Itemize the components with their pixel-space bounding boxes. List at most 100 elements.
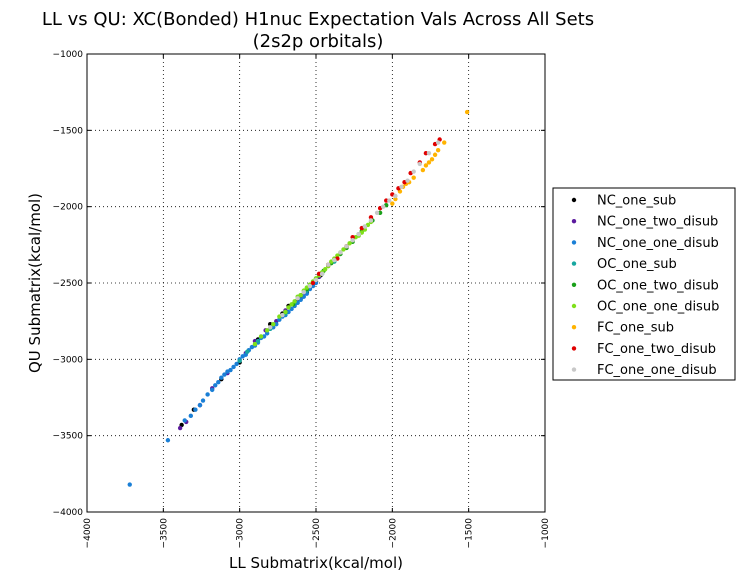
chart-subtitle: (2s2p orbitals): [253, 31, 384, 52]
data-point: [347, 241, 352, 246]
data-point: [289, 302, 294, 307]
data-point: [280, 312, 285, 318]
legend-marker: [571, 303, 577, 309]
data-point: [197, 402, 203, 408]
data-point: [264, 331, 270, 336]
data-point: [200, 398, 206, 403]
data-point: [216, 380, 221, 385]
data-point: [322, 267, 328, 272]
data-point: [393, 196, 398, 202]
data-point: [277, 317, 282, 322]
legend-label: NC_one_one_disub: [597, 236, 719, 251]
data-point: [313, 277, 319, 283]
data-point: [213, 383, 218, 388]
data-point: [310, 280, 316, 286]
data-point: [344, 244, 349, 249]
legend-label: OC_one_sub: [597, 257, 677, 272]
data-point: [390, 201, 395, 206]
chart-title: LL vs QU: XC(Bonded) H1nuc Expectation V…: [42, 9, 594, 30]
data-point: [245, 349, 250, 354]
data-point: [237, 358, 242, 364]
legend-label: NC_one_two_disub: [597, 215, 718, 230]
legend-label: FC_one_sub: [597, 321, 674, 336]
x-tick-label: −1500: [465, 518, 475, 549]
data-point: [417, 161, 423, 167]
y-tick-label: −2000: [53, 203, 84, 213]
data-point: [307, 283, 313, 289]
data-point: [362, 224, 368, 229]
data-point: [268, 325, 273, 330]
data-point: [380, 204, 386, 209]
data-point: [341, 247, 346, 252]
data-point: [356, 231, 361, 237]
data-point: [442, 140, 447, 145]
data-point: [298, 293, 303, 298]
legend-marker: [571, 219, 577, 224]
data-point: [127, 482, 132, 487]
legend-marker: [571, 261, 577, 266]
x-tick-label: −3000: [236, 518, 246, 549]
data-point: [222, 372, 227, 377]
data-point: [319, 271, 325, 277]
data-point: [255, 338, 261, 344]
data-point: [387, 198, 392, 203]
data-point: [234, 361, 239, 367]
axis-ticks: −4000 −3500 −3000 −2500 −2000 −1500 −1000 −4000…: [53, 50, 551, 548]
legend-marker: [571, 282, 577, 287]
data-point: [464, 109, 470, 115]
legend-marker: [571, 367, 577, 372]
x-tick-label: −4000: [83, 518, 93, 549]
y-tick-label: −1000: [53, 50, 84, 60]
data-point: [326, 262, 331, 267]
data-point: [286, 305, 291, 310]
data-point: [399, 184, 404, 190]
data-point: [335, 253, 340, 258]
data-point: [268, 322, 273, 327]
data-point: [177, 425, 183, 431]
y-tick-label: −3500: [53, 432, 84, 442]
legend: NC_one_sub NC_one_two_disub NC_one_one_dis…: [552, 187, 736, 381]
data-point: [165, 438, 171, 443]
x-axis-label: LL Submatrix(kcal/mol): [229, 554, 403, 572]
legend-label: NC_one_sub: [597, 194, 676, 209]
data-point: [405, 178, 410, 183]
data-point: [228, 367, 233, 373]
legend-frame: [552, 187, 736, 381]
legend-marker: [571, 346, 577, 351]
data-point: [435, 140, 441, 145]
data-point: [393, 193, 398, 199]
x-tick-label: −3500: [159, 518, 169, 549]
data-point: [316, 271, 322, 277]
data-point: [264, 328, 270, 333]
data-point: [377, 210, 383, 215]
data-point: [432, 152, 438, 157]
data-point: [420, 167, 426, 173]
data-point: [188, 413, 194, 419]
legend-label: FC_one_one_disub: [597, 363, 717, 378]
y-tick-label: −3000: [53, 355, 84, 365]
y-axis-label: QU Submatrix(kcal/mol): [26, 193, 44, 373]
data-point: [283, 309, 288, 315]
data-point: [301, 289, 306, 295]
data-point: [368, 215, 374, 220]
data-point: [435, 147, 441, 153]
data-point: [274, 322, 279, 327]
data-point: [252, 341, 258, 347]
data-point: [219, 375, 224, 380]
y-tick-label: −4000: [53, 508, 84, 518]
x-tick-label: −2000: [388, 518, 398, 549]
data-point: [292, 299, 297, 304]
legend-marker: [571, 325, 577, 330]
data-point: [350, 238, 355, 243]
data-point: [205, 392, 210, 397]
legend-marker: [571, 240, 577, 245]
y-tick-label: −1500: [53, 126, 84, 136]
data-point: [411, 169, 416, 174]
data-point: [338, 250, 343, 255]
data-point: [209, 387, 215, 393]
legend-label: OC_one_two_disub: [597, 278, 719, 293]
data-point: [193, 407, 198, 412]
x-tick-label: −2500: [312, 518, 322, 549]
legend-label: OC_one_one_disub: [597, 300, 719, 315]
